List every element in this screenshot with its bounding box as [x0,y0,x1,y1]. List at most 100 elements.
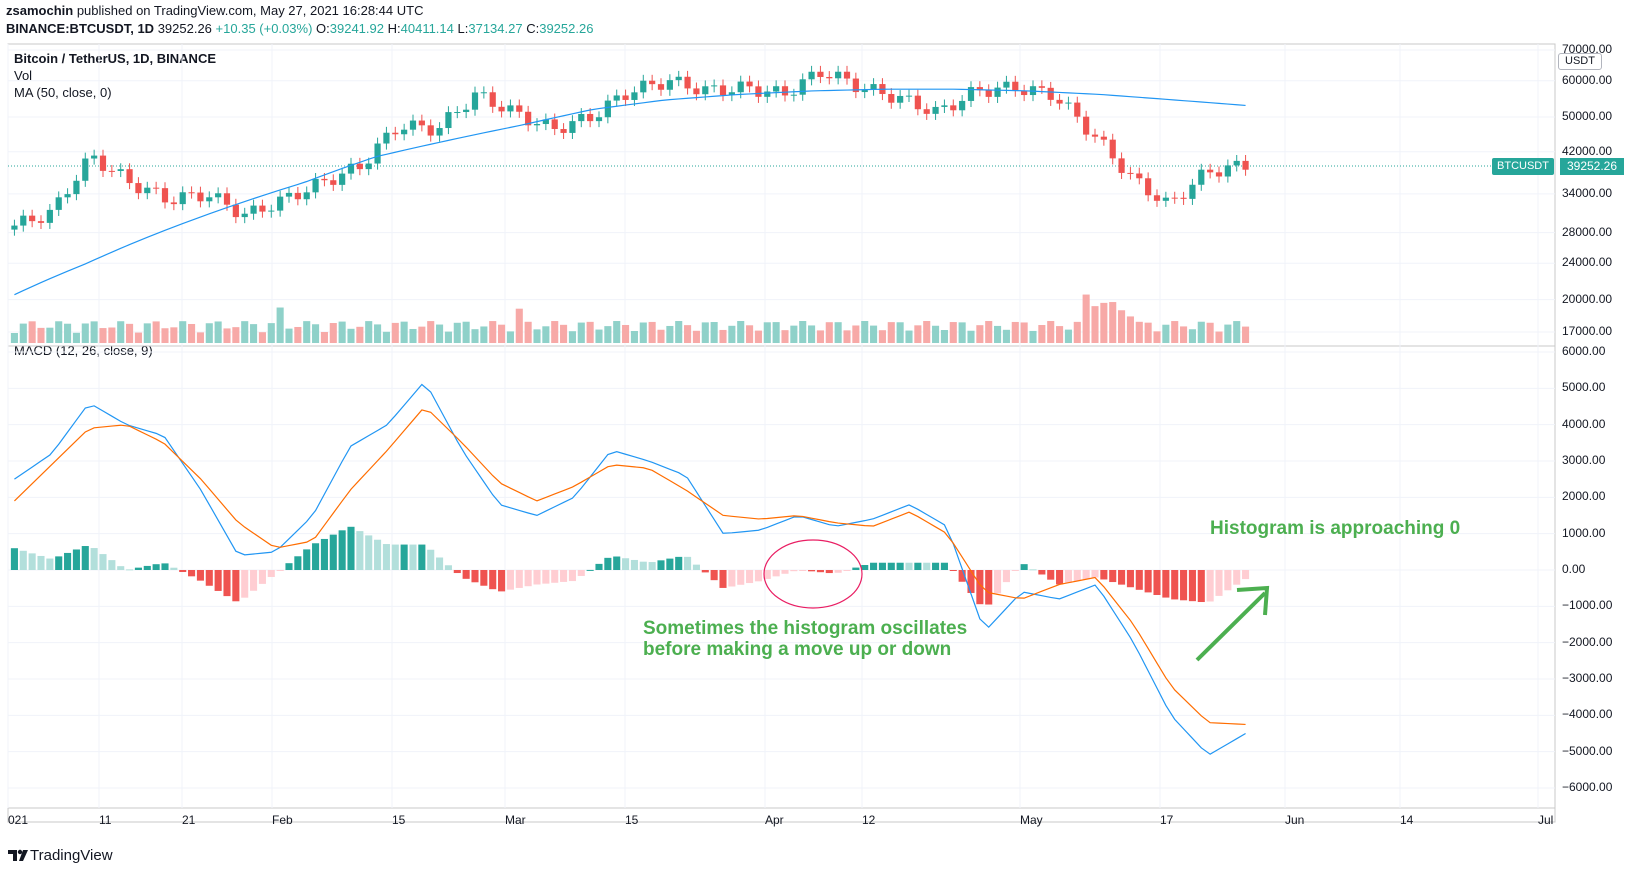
candle-body [711,85,718,87]
histogram-bar [170,567,178,570]
volume-bar [905,330,913,343]
histogram-bar [648,562,656,570]
candle-body [29,215,36,222]
candle-body [1233,160,1240,166]
chart-title[interactable]: Bitcoin / TetherUS, 1D, BINANCE [14,51,217,66]
volume-bar [1073,321,1081,343]
candle-body [46,209,53,223]
candle-body [365,163,372,170]
histogram-bar [134,567,142,570]
histogram-bar [179,570,187,573]
volume-bar [188,323,196,343]
publish-meta: published on TradingView.com, May 27, 20… [76,3,424,18]
candle-body [268,210,275,212]
candle-body [657,84,665,90]
volume-bar [1011,321,1019,343]
candle-body [1047,87,1054,100]
histogram-bar [763,570,771,579]
histogram-bar [409,544,417,570]
volume-bar [710,322,718,343]
histogram-bar [294,556,302,570]
volume-bar [949,322,957,343]
histogram-bar [347,526,355,570]
volume-bar [294,326,302,343]
grid-lines [7,44,1555,808]
histogram-bar [949,570,957,571]
price-tick-label: 20000.00 [1562,291,1613,306]
volume-bar [613,321,621,343]
volume-bar [763,322,771,343]
volume-bar [391,322,399,343]
histogram-bar [1188,570,1196,602]
macd-tick-label: 0.00 [1562,562,1586,576]
currency-badge[interactable]: USDT [1558,53,1602,70]
volume-bar [1109,302,1117,343]
volume-bar [1135,321,1143,343]
volume-bar [179,321,187,343]
histogram-bar [1082,570,1090,580]
macd-legend[interactable]: MACD (12, 26, close, 9) [14,343,153,358]
time-tick-label: 12 [862,813,876,827]
histogram-bar [453,570,461,574]
candle-body [1242,160,1249,170]
volume-bar [418,326,426,343]
volume-bar [515,308,523,343]
histogram-bar [896,562,904,570]
time-tick-label: Feb [272,813,293,827]
histogram-bar [560,570,568,582]
histogram-bar [985,570,993,605]
volume-bar [1242,326,1250,343]
volume-bar [436,324,444,343]
candle-body [905,95,913,97]
candle-body [560,129,567,133]
histogram-bar [870,562,878,570]
candle-body [91,155,98,159]
candle-body [525,111,532,126]
histogram-bar [515,570,523,588]
volume-bar [90,321,98,343]
candle-body [312,178,319,193]
volume-bar [1002,329,1010,343]
candle-body [923,109,930,114]
volume-bar [896,322,904,343]
author-name[interactable]: zsamochin [6,3,74,18]
volume-bar [1038,325,1046,343]
volume-bar [1126,316,1134,343]
candle-body [1145,178,1152,196]
macd-tick-label: −1000.00 [1562,598,1613,613]
histogram-bar [391,544,399,570]
vol-legend[interactable]: Vol [14,68,33,83]
volume-bar [630,330,638,343]
histogram-bar [1029,569,1037,571]
histogram-bar [1135,570,1143,590]
candle-body [179,192,186,205]
candle-body [799,79,806,95]
volume-bar [551,321,559,343]
volume-bar [746,325,754,343]
footer-brand[interactable]: TradingView [30,847,113,864]
volume-bar [117,321,125,343]
volume-bar [232,327,240,343]
histogram-bar [10,548,18,570]
candle-body [613,95,620,101]
time-tick-label: Jul [1538,813,1554,827]
histogram-bar [1153,570,1161,595]
histogram-bar [285,563,293,570]
tradingview-logo-icon[interactable] [8,848,28,862]
macd-tick-label: −6000.00 [1562,780,1613,794]
candle-body [950,105,957,111]
candle-body [1091,134,1099,137]
candle-body [666,80,673,90]
close-value: 39252.26 [539,21,594,36]
candle-body [498,106,505,112]
volume-bar [1029,330,1037,343]
histogram-bar [781,570,789,574]
open-value: 39241.92 [329,21,384,36]
candle-body [843,71,851,79]
price-tick-label: 34000.00 [1562,185,1613,200]
histogram-bar [1047,570,1055,580]
volume-bar [258,332,266,343]
candle-body [1012,81,1019,91]
ma-legend[interactable]: MA (50, close, 0) [14,85,112,100]
